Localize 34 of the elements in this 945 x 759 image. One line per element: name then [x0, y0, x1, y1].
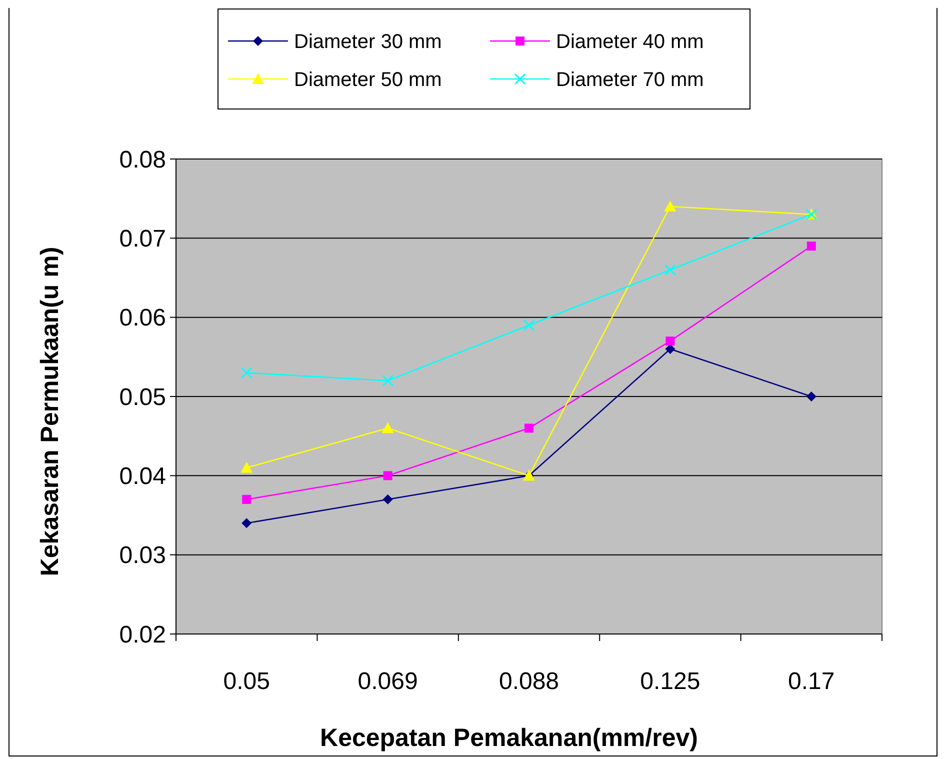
y-axis-title: Kekasaran Permukaan(u m) — [36, 246, 64, 576]
point — [382, 374, 394, 386]
legend-label: Diameter 30 mm — [294, 31, 442, 53]
y-tick-label: 0.08 — [119, 146, 166, 174]
y-tick-label: 0.07 — [119, 226, 166, 253]
point — [523, 320, 535, 331]
y-tick-label: 0.03 — [119, 542, 166, 570]
point — [664, 200, 676, 212]
point — [240, 367, 252, 378]
point — [240, 462, 253, 473]
point — [806, 242, 816, 251]
point — [383, 471, 392, 480]
x-tick-label: 0.088 — [498, 668, 560, 695]
y-tick-label: 0.04 — [119, 463, 166, 490]
legend-label: Diameter 50 mm — [294, 69, 442, 91]
point — [665, 344, 676, 354]
x-tick-label: 0.125 — [640, 668, 700, 695]
point — [382, 494, 393, 504]
y-tick-label: 0.06 — [119, 304, 166, 332]
legend-label: Diameter 40 mm — [556, 31, 704, 53]
point — [382, 422, 394, 434]
legend-label: Diameter 70 mm — [556, 69, 704, 91]
x-tick-label: 0.05 — [223, 668, 270, 695]
x-tick-label: 0.17 — [788, 668, 835, 695]
y-tick-label: 0.05 — [119, 384, 166, 411]
point — [242, 518, 252, 528]
point — [524, 424, 534, 433]
point — [664, 264, 676, 276]
y-tick-label: 0.02 — [119, 621, 166, 648]
point — [666, 336, 675, 346]
point — [242, 494, 252, 504]
x-axis-title: Kecepatan Pemakanan(mm/rev) — [320, 724, 698, 752]
point — [806, 392, 816, 402]
x-tick-label: 0.069 — [358, 668, 418, 695]
